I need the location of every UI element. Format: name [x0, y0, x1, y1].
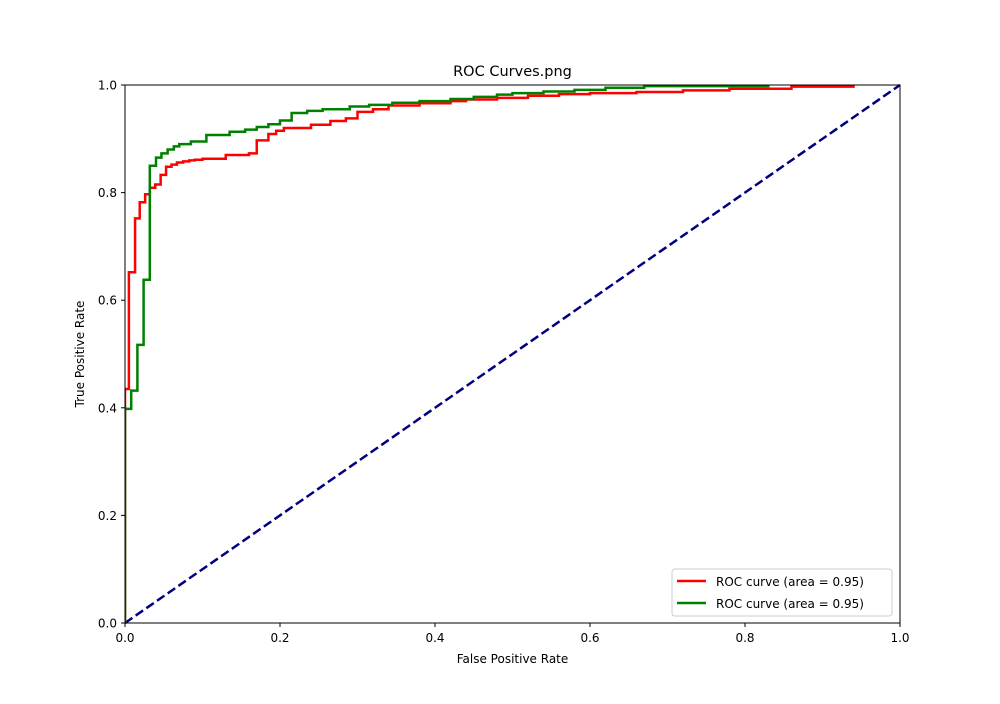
x-tick-label: 1.0	[890, 631, 909, 645]
y-tick-label: 0.6	[98, 294, 117, 308]
legend-label: ROC curve (area = 0.95)	[716, 575, 864, 589]
chart-title: ROC Curves.png	[453, 64, 572, 80]
y-tick-label: 0.4	[98, 401, 117, 415]
legend: ROC curve (area = 0.95) ROC curve (area …	[671, 568, 893, 617]
axis-ticks: 0.0 0.2 0.4 0.6 0.8 1.0 0.0 0.2 0.4 0.6 0.8 1.0	[98, 79, 910, 646]
x-tick-label: 0.0	[115, 631, 134, 645]
y-tick-label: 0.8	[98, 186, 117, 200]
x-tick-label: 0.6	[580, 631, 599, 645]
y-axis-label: True Positive Rate	[73, 301, 87, 409]
x-tick-label: 0.4	[425, 631, 444, 645]
series-lines	[125, 84, 900, 624]
y-tick-label: 1.0	[98, 79, 117, 93]
roc-curve-line-0	[125, 85, 855, 623]
y-tick-label: 0.2	[98, 509, 117, 523]
plot-frame	[124, 84, 901, 624]
legend-label: ROC curve (area = 0.95)	[716, 597, 864, 611]
chance-diagonal-line	[125, 84, 900, 624]
x-axis-label: False Positive Rate	[457, 652, 569, 666]
legend-box	[671, 568, 893, 617]
y-tick-label: 0.0	[98, 617, 117, 631]
x-tick-label: 0.8	[735, 631, 754, 645]
roc-curve-line-1	[125, 84, 770, 623]
x-tick-label: 0.2	[270, 631, 289, 645]
